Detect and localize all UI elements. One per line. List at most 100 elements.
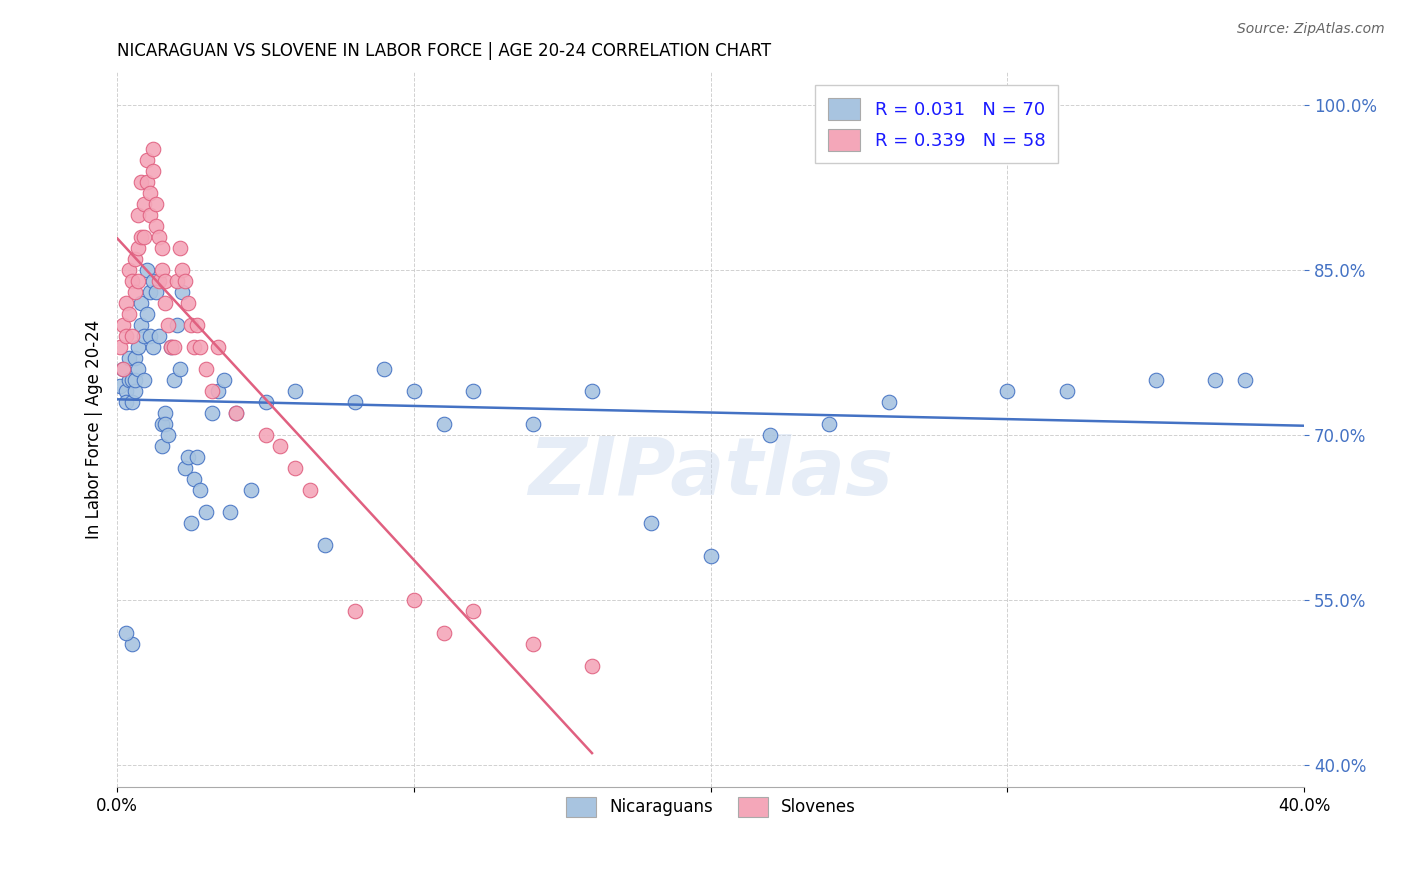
- Point: [139, 186, 162, 201]
- Point: [124, 351, 146, 366]
- Point: [142, 340, 165, 354]
- Text: ZIPatlas: ZIPatlas: [529, 434, 893, 512]
- Point: [433, 626, 456, 640]
- Point: [121, 274, 143, 288]
- Point: [343, 395, 366, 409]
- Point: [118, 351, 141, 366]
- Point: [135, 175, 157, 189]
- Point: [581, 384, 603, 399]
- Point: [148, 329, 170, 343]
- Point: [195, 362, 218, 376]
- Point: [132, 373, 155, 387]
- Point: [818, 417, 841, 432]
- Point: [115, 329, 138, 343]
- Point: [142, 142, 165, 156]
- Point: [219, 505, 242, 519]
- Point: [254, 428, 277, 442]
- Point: [1056, 384, 1078, 399]
- Point: [129, 318, 152, 333]
- Point: [156, 318, 179, 333]
- Point: [121, 373, 143, 387]
- Point: [115, 384, 138, 399]
- Point: [166, 274, 188, 288]
- Point: [127, 274, 149, 288]
- Point: [188, 483, 211, 498]
- Point: [172, 285, 194, 300]
- Point: [174, 461, 197, 475]
- Point: [153, 296, 176, 310]
- Point: [124, 285, 146, 300]
- Point: [997, 384, 1019, 399]
- Point: [269, 439, 291, 453]
- Point: [135, 307, 157, 321]
- Point: [186, 318, 208, 333]
- Point: [254, 395, 277, 409]
- Point: [177, 296, 200, 310]
- Point: [145, 285, 167, 300]
- Point: [112, 362, 135, 376]
- Point: [186, 450, 208, 465]
- Point: [1144, 373, 1167, 387]
- Point: [121, 329, 143, 343]
- Point: [172, 263, 194, 277]
- Point: [212, 373, 235, 387]
- Point: [207, 384, 229, 399]
- Point: [153, 274, 176, 288]
- Point: [129, 175, 152, 189]
- Point: [162, 373, 184, 387]
- Point: [127, 340, 149, 354]
- Point: [142, 274, 165, 288]
- Point: [1204, 373, 1226, 387]
- Point: [127, 362, 149, 376]
- Text: NICARAGUAN VS SLOVENE IN LABOR FORCE | AGE 20-24 CORRELATION CHART: NICARAGUAN VS SLOVENE IN LABOR FORCE | A…: [117, 42, 772, 60]
- Y-axis label: In Labor Force | Age 20-24: In Labor Force | Age 20-24: [86, 320, 103, 540]
- Point: [877, 395, 900, 409]
- Point: [156, 428, 179, 442]
- Point: [162, 340, 184, 354]
- Point: [112, 362, 135, 376]
- Point: [127, 241, 149, 255]
- Point: [118, 307, 141, 321]
- Point: [142, 164, 165, 178]
- Point: [159, 340, 181, 354]
- Point: [124, 384, 146, 399]
- Point: [373, 362, 395, 376]
- Point: [225, 406, 247, 420]
- Point: [180, 516, 202, 531]
- Point: [188, 340, 211, 354]
- Point: [195, 505, 218, 519]
- Point: [1233, 373, 1256, 387]
- Point: [177, 450, 200, 465]
- Point: [225, 406, 247, 420]
- Point: [124, 252, 146, 267]
- Point: [108, 379, 131, 393]
- Point: [183, 340, 205, 354]
- Point: [166, 318, 188, 333]
- Point: [115, 296, 138, 310]
- Point: [581, 659, 603, 673]
- Point: [201, 384, 224, 399]
- Point: [183, 472, 205, 486]
- Point: [115, 626, 138, 640]
- Point: [153, 417, 176, 432]
- Text: Source: ZipAtlas.com: Source: ZipAtlas.com: [1237, 22, 1385, 37]
- Point: [699, 549, 721, 564]
- Point: [314, 538, 336, 552]
- Point: [150, 439, 173, 453]
- Point: [150, 263, 173, 277]
- Point: [132, 197, 155, 211]
- Point: [139, 285, 162, 300]
- Point: [463, 384, 485, 399]
- Point: [150, 417, 173, 432]
- Point: [132, 329, 155, 343]
- Point: [129, 230, 152, 244]
- Point: [299, 483, 322, 498]
- Point: [129, 296, 152, 310]
- Point: [118, 373, 141, 387]
- Point: [124, 373, 146, 387]
- Point: [174, 274, 197, 288]
- Point: [343, 604, 366, 618]
- Point: [145, 219, 167, 234]
- Point: [121, 395, 143, 409]
- Point: [148, 274, 170, 288]
